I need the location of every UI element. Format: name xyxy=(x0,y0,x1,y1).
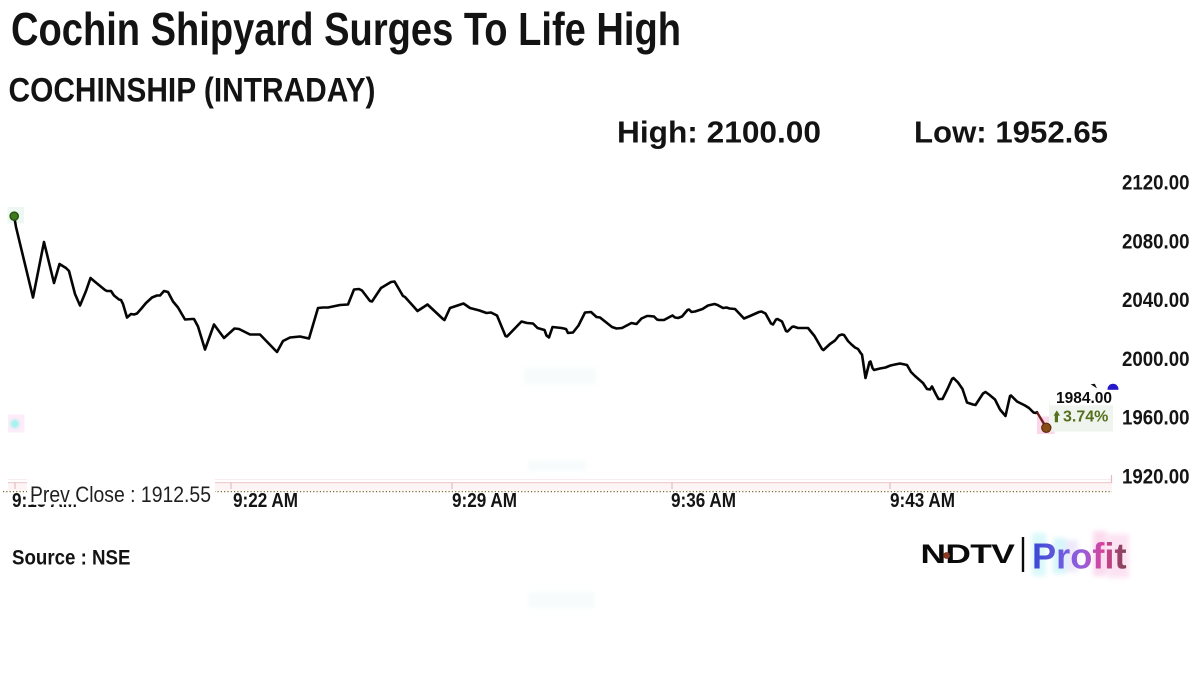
svg-text:Cochin Shipyard Surges To Life: Cochin Shipyard Surges To Life High xyxy=(11,3,681,55)
svg-text:9:22 AM: 9:22 AM xyxy=(233,490,298,512)
svg-text:COCHINSHIP (INTRADAY): COCHINSHIP (INTRADAY) xyxy=(9,72,376,110)
svg-text:9:36 AM: 9:36 AM xyxy=(671,490,736,512)
svg-text:1984.00: 1984.00 xyxy=(1056,390,1112,407)
svg-text:Source : NSE: Source : NSE xyxy=(12,547,131,570)
svg-text:Prev Close : 1912.55: Prev Close : 1912.55 xyxy=(30,482,211,507)
svg-text:Low: 1952.65: Low: 1952.65 xyxy=(914,115,1108,150)
svg-text:1920.00: 1920.00 xyxy=(1122,466,1190,489)
svg-text:2040.00: 2040.00 xyxy=(1122,289,1190,312)
svg-text:1960.00: 1960.00 xyxy=(1122,407,1190,430)
svg-text:2000.00: 2000.00 xyxy=(1122,348,1190,371)
svg-text:9:29 AM: 9:29 AM xyxy=(452,490,517,512)
svg-text:High: 2100.00: High: 2100.00 xyxy=(617,115,821,150)
svg-text:9:43 AM: 9:43 AM xyxy=(890,490,955,512)
svg-text:Profit: Profit xyxy=(1032,536,1127,577)
svg-text:2080.00: 2080.00 xyxy=(1122,230,1190,253)
svg-text:3.74%: 3.74% xyxy=(1063,409,1108,426)
svg-text:2120.00: 2120.00 xyxy=(1122,172,1190,195)
svg-text:NDTV: NDTV xyxy=(921,539,1015,569)
